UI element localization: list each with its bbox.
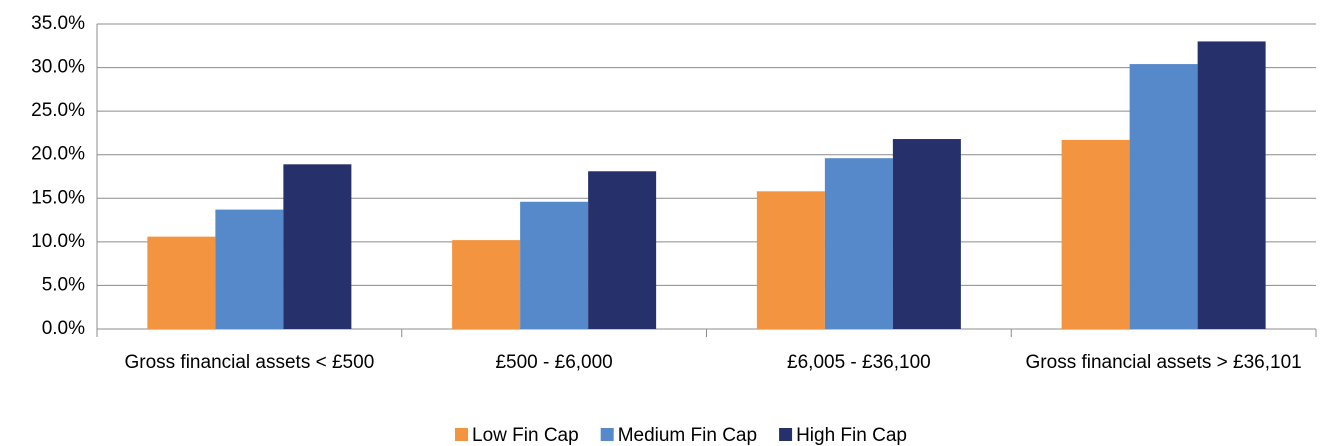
bar <box>1129 64 1198 329</box>
x-tick-label: Gross financial assets < £500 <box>124 352 375 373</box>
legend-label: High Fin Cap <box>796 425 907 446</box>
legend-label: Medium Fin Cap <box>618 425 757 446</box>
bar <box>588 171 657 329</box>
legend-swatch <box>455 428 469 441</box>
y-tick-label: 30.0% <box>31 57 85 78</box>
y-tick-label: 10.0% <box>31 231 85 252</box>
bar <box>1197 41 1266 330</box>
y-tick-label: 35.0% <box>31 13 85 34</box>
bar <box>756 191 825 329</box>
y-tick-label: 20.0% <box>31 144 85 165</box>
x-tick-label: £500 - £6,000 <box>495 352 613 373</box>
x-tick-label: Gross financial assets > £36,101 <box>1025 352 1302 373</box>
bar <box>824 158 893 329</box>
bar <box>1061 139 1130 329</box>
bar <box>892 139 961 329</box>
y-tick-label: 0.0% <box>42 318 85 339</box>
y-tick-label: 25.0% <box>31 100 85 121</box>
bar <box>452 240 521 329</box>
y-tick-label: 5.0% <box>42 274 85 295</box>
legend-swatch <box>600 428 614 441</box>
legend-swatch <box>779 428 793 441</box>
bar <box>147 236 216 329</box>
y-tick-label: 15.0% <box>31 187 85 208</box>
legend-label: Low Fin Cap <box>472 425 579 446</box>
bar <box>283 164 352 329</box>
x-tick-label: £6,005 - £36,100 <box>787 352 931 373</box>
bar <box>215 209 284 329</box>
bar <box>520 201 589 329</box>
